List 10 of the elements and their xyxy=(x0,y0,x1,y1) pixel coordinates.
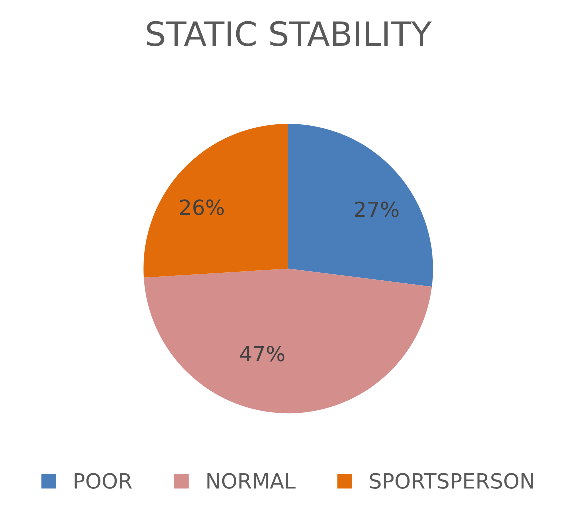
pie-slice xyxy=(144,268,432,414)
pie-slice xyxy=(288,124,434,287)
data-label: 27% xyxy=(355,202,399,218)
legend-label: SPORTSPERSON xyxy=(370,473,534,490)
data-label: 26% xyxy=(180,200,224,216)
chart-title: STATIC STABILITY xyxy=(147,21,432,46)
pie-slice xyxy=(144,124,288,278)
data-label: 47% xyxy=(240,346,285,362)
legend-label: POOR xyxy=(74,473,132,490)
legend-label: NORMAL xyxy=(208,473,296,490)
